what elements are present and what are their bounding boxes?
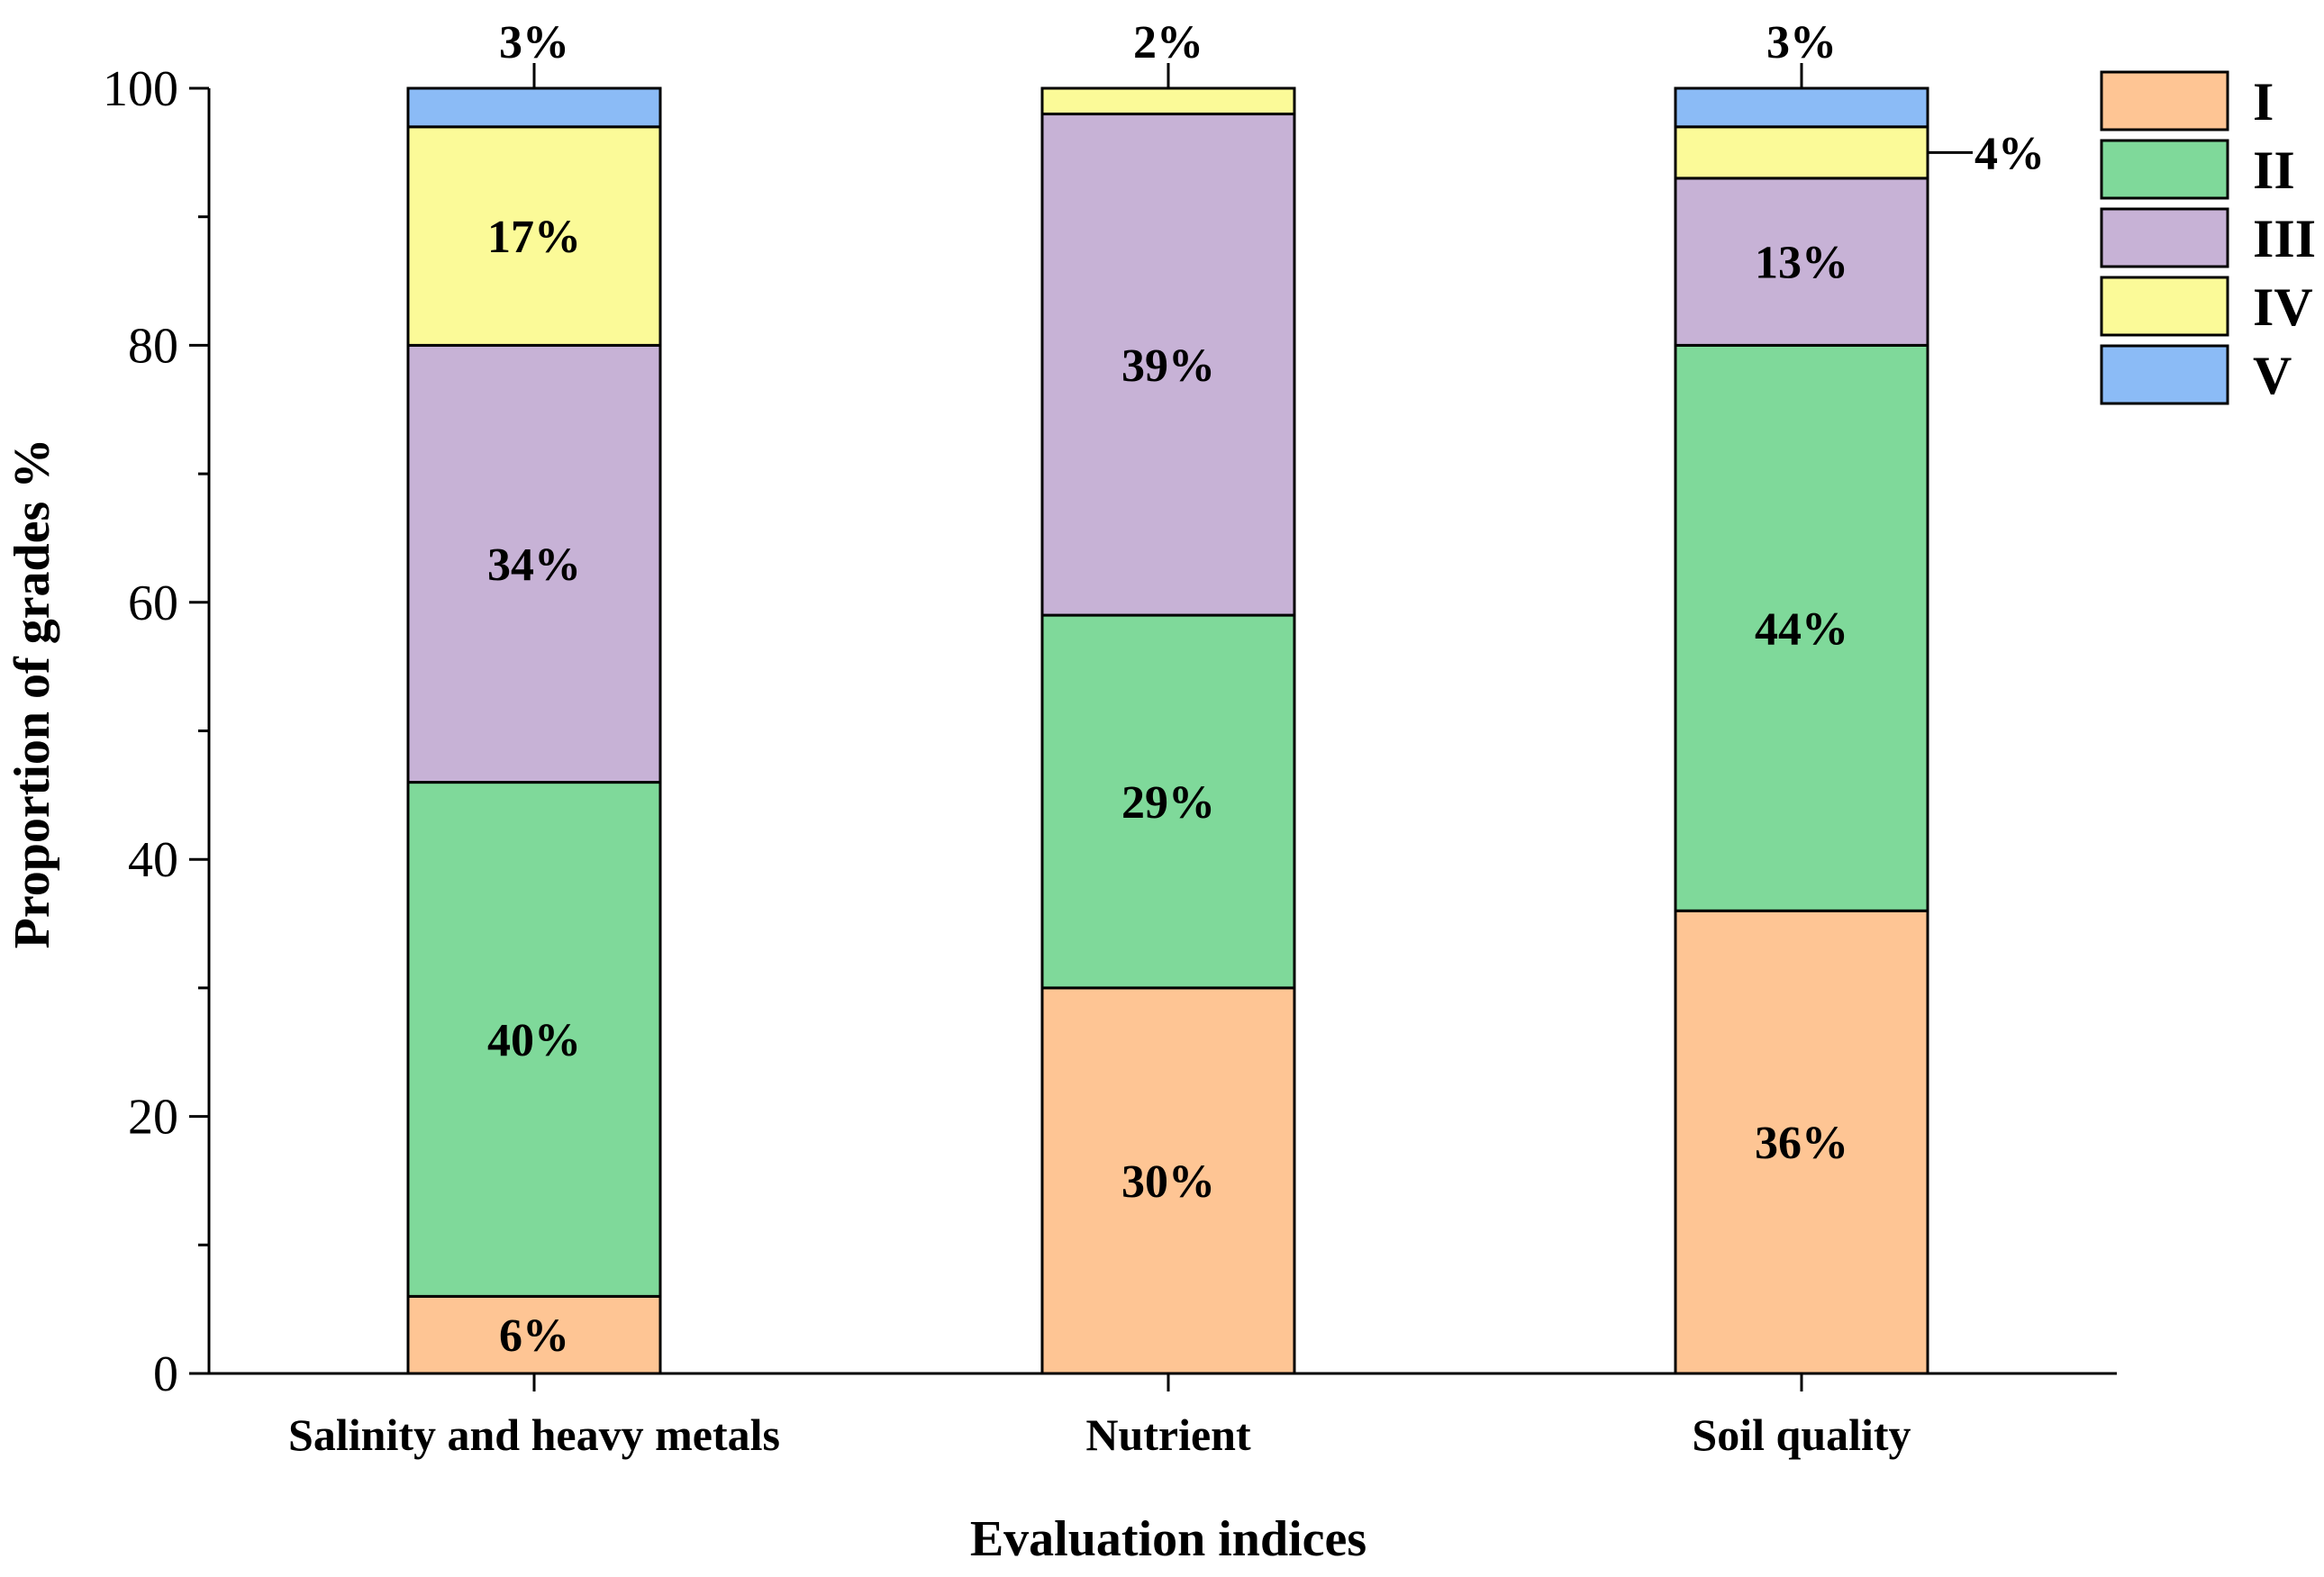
legend-label: V — [2253, 346, 2292, 405]
data-label: 39% — [1121, 340, 1215, 392]
legend-label: IV — [2253, 277, 2313, 337]
x-tick-label: Salinity and heavy metals — [288, 1409, 780, 1460]
legend-label: II — [2253, 140, 2295, 200]
data-label: 29% — [1121, 777, 1215, 829]
data-label: 6% — [499, 1310, 569, 1362]
legend-swatch — [2100, 70, 2229, 131]
y-tick-label: 80 — [128, 318, 178, 374]
data-label: 30% — [1121, 1156, 1215, 1208]
bar-segment-iii — [406, 343, 662, 784]
legend-swatch — [2100, 276, 2229, 337]
legend-label: III — [2253, 209, 2316, 268]
y-tick-label: 100 — [103, 61, 178, 117]
data-label: 2% — [1133, 17, 1203, 68]
data-label: 36% — [1755, 1118, 1848, 1169]
bar-segment-i — [1040, 986, 1296, 1375]
legend-label: I — [2253, 72, 2274, 131]
y-tick-label: 0 — [153, 1346, 178, 1402]
data-label: 13% — [1755, 238, 1848, 289]
bar-segment-iv — [1040, 86, 1296, 116]
y-axis-title: Proportion of grades % — [5, 439, 60, 949]
legend-swatch — [2100, 344, 2229, 405]
data-label: 40% — [487, 1015, 581, 1066]
bar-segment-ii — [406, 781, 662, 1298]
bar-segment-iii — [1040, 113, 1296, 617]
x-tick-label: Soil quality — [1692, 1409, 1911, 1460]
axes: 0 20 40 60 80 100 Salinity and heavy metals Nut… — [103, 61, 2117, 1460]
bar-segment-i — [1674, 909, 1929, 1375]
bar-segment-iv — [1674, 125, 1929, 180]
legend-swatch — [2100, 139, 2229, 200]
bar-segment-iii — [1674, 177, 1929, 347]
data-label: 34% — [487, 539, 581, 591]
data-label: 17% — [487, 212, 581, 263]
bar-segment-iv — [406, 125, 662, 347]
bars: 6% 40% 34% 17% 3% 30% 29% 39% 2% 36% 44% 13% 4% 3% — [406, 17, 2045, 1375]
data-label: 44% — [1755, 603, 1848, 655]
data-label: 4% — [1974, 128, 2045, 179]
y-tick-label: 20 — [128, 1090, 178, 1146]
bar-segment-v — [406, 86, 662, 129]
y-tick-label: 60 — [128, 576, 178, 631]
x-axis-title: Evaluation indices — [970, 1511, 1366, 1567]
data-label: 3% — [1766, 17, 1837, 68]
bar-segment-ii — [1040, 613, 1296, 990]
y-tick-label: 40 — [128, 832, 178, 888]
x-tick-label: Nutrient — [1085, 1409, 1251, 1460]
data-label: 3% — [499, 17, 569, 68]
legend-swatch — [2100, 207, 2229, 268]
bar-segment-v — [1674, 86, 1929, 129]
